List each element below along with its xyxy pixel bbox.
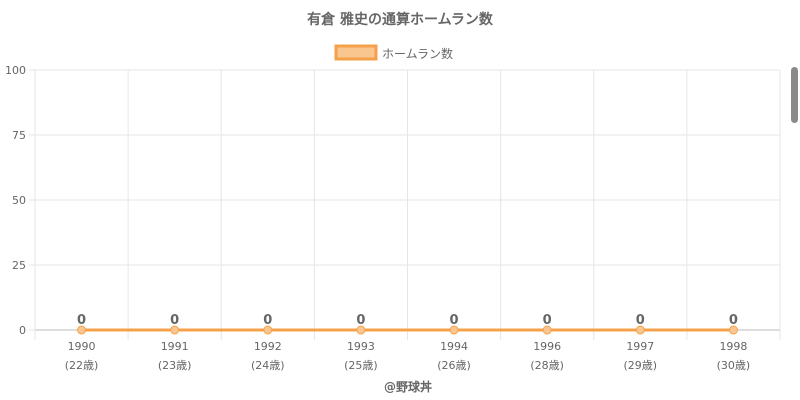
credit-label: @野球丼 bbox=[384, 379, 432, 394]
x-tick-label: 1996 bbox=[533, 340, 561, 353]
data-label: 0 bbox=[543, 313, 552, 328]
y-tick-label: 50 bbox=[12, 194, 26, 207]
data-point bbox=[449, 325, 459, 335]
data-label: 0 bbox=[356, 313, 365, 328]
data-label: 0 bbox=[170, 313, 179, 328]
x-tick-sublabel: (30歳) bbox=[717, 359, 751, 372]
x-tick-sublabel: (23歳) bbox=[158, 359, 192, 372]
x-tick-sublabel: (22歳) bbox=[65, 359, 99, 372]
x-tick-label: 1998 bbox=[719, 340, 747, 353]
series-homeruns: 0 0 0 0 0 0 0 0 bbox=[77, 313, 738, 335]
x-tick-label: 1997 bbox=[626, 340, 654, 353]
x-axis: 1990 (22歳) 1991 (23歳) 1992 (24歳) 1993 (25歳) 1994… bbox=[65, 340, 750, 372]
x-tick-label: 1994 bbox=[440, 340, 468, 353]
x-tick-sublabel: (28歳) bbox=[530, 359, 564, 372]
x-tick-sublabel: (26歳) bbox=[437, 359, 471, 372]
x-tick-sublabel: (25歳) bbox=[344, 359, 378, 372]
grid bbox=[34, 69, 781, 340]
x-tick-label: 1992 bbox=[254, 340, 282, 353]
y-axis: 0 25 50 75 100 bbox=[5, 64, 35, 337]
x-tick-label: 1990 bbox=[68, 340, 96, 353]
y-tick-label: 75 bbox=[12, 129, 26, 142]
legend: ホームラン数 bbox=[334, 44, 453, 61]
data-point bbox=[356, 325, 366, 335]
scrollbar-thumb[interactable] bbox=[791, 67, 798, 123]
data-point bbox=[77, 325, 87, 335]
data-point bbox=[170, 325, 180, 335]
data-label: 0 bbox=[263, 313, 272, 328]
data-point bbox=[728, 325, 738, 335]
data-point bbox=[263, 325, 273, 335]
data-label: 0 bbox=[729, 313, 738, 328]
data-label: 0 bbox=[450, 313, 459, 328]
x-tick-sublabel: (29歳) bbox=[624, 359, 658, 372]
y-tick-label: 25 bbox=[12, 259, 26, 272]
legend-label: ホームラン数 bbox=[382, 46, 453, 61]
y-tick-label: 0 bbox=[19, 324, 26, 337]
x-tick-label: 1993 bbox=[347, 340, 375, 353]
data-label: 0 bbox=[636, 313, 645, 328]
data-point bbox=[635, 325, 645, 335]
x-tick-sublabel: (24歳) bbox=[251, 359, 285, 372]
chart-title: 有倉 雅史の通算ホームラン数 bbox=[307, 11, 494, 28]
data-label: 0 bbox=[77, 313, 86, 328]
data-point bbox=[542, 325, 552, 335]
x-tick-label: 1991 bbox=[161, 340, 189, 353]
legend-swatch bbox=[334, 44, 378, 61]
y-tick-label: 100 bbox=[5, 64, 26, 77]
